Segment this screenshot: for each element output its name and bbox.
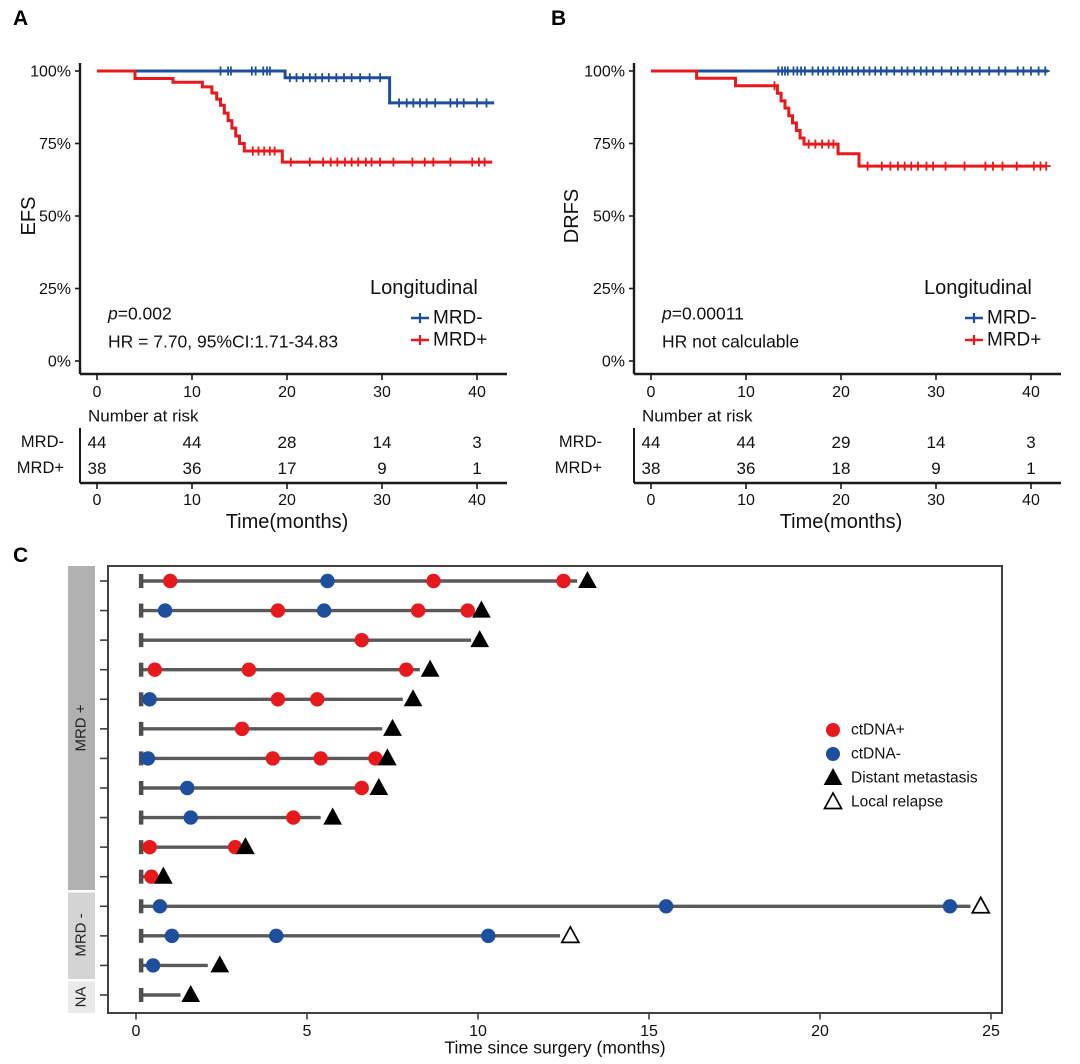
svg-text:0: 0 bbox=[93, 492, 102, 509]
pvalue-prefix-b: p bbox=[662, 303, 672, 324]
risk-row-label-mrd-neg-b: MRD- bbox=[558, 432, 602, 451]
svg-text:50%: 50% bbox=[39, 209, 71, 226]
swimmer-x-axis-label: Time since surgery (months) bbox=[444, 1037, 666, 1058]
time-axis-label-b: Time(months) bbox=[779, 511, 903, 533]
legend-distant-metastasis-label: Distant metastasis bbox=[851, 769, 978, 787]
svg-text:0: 0 bbox=[132, 1023, 141, 1040]
svg-text:0: 0 bbox=[93, 384, 102, 401]
svg-text:36: 36 bbox=[183, 459, 202, 478]
svg-text:38: 38 bbox=[88, 459, 107, 478]
svg-text:44: 44 bbox=[88, 433, 107, 452]
risk-row-label-mrd-pos-b: MRD+ bbox=[554, 458, 602, 477]
svg-text:10: 10 bbox=[183, 384, 201, 401]
pvalue-text-b: p=0.00011 bbox=[662, 305, 744, 323]
legend-entry-mrd-pos-a: MRD+ bbox=[433, 329, 488, 351]
svg-text:20: 20 bbox=[832, 384, 850, 401]
svg-text:9: 9 bbox=[931, 459, 940, 478]
svg-text:38: 38 bbox=[642, 459, 661, 478]
legend-local-relapse-label: Local relapse bbox=[851, 793, 944, 811]
risk-row-label-mrd-pos-a: MRD+ bbox=[16, 458, 64, 477]
svg-text:14: 14 bbox=[927, 433, 946, 452]
svg-text:25%: 25% bbox=[39, 281, 71, 298]
svg-text:3: 3 bbox=[1026, 433, 1035, 452]
svg-text:10: 10 bbox=[737, 492, 755, 509]
svg-text:44: 44 bbox=[183, 433, 202, 452]
legend-entry-mrd-pos-b: MRD+ bbox=[987, 329, 1042, 351]
group-band-label-na: NA bbox=[72, 986, 90, 1008]
svg-text:36: 36 bbox=[737, 459, 756, 478]
svg-text:17: 17 bbox=[278, 459, 297, 478]
panel-b-label: B bbox=[551, 7, 567, 30]
svg-text:0: 0 bbox=[647, 384, 656, 401]
pvalue-value-b: =0.00011 bbox=[671, 303, 744, 324]
svg-text:20: 20 bbox=[832, 492, 850, 509]
time-axis-label-a: Time(months) bbox=[225, 511, 349, 533]
svg-text:44: 44 bbox=[642, 433, 661, 452]
legend-title-b: Longitudinal bbox=[924, 277, 1032, 299]
legend-entry-mrd-neg-a: MRD- bbox=[433, 307, 483, 329]
risk-table-title-a: Number at risk bbox=[88, 406, 199, 426]
panel-c-label: C bbox=[13, 544, 29, 567]
svg-text:30: 30 bbox=[927, 492, 945, 509]
svg-text:10: 10 bbox=[183, 492, 201, 509]
svg-text:40: 40 bbox=[1022, 492, 1040, 509]
svg-text:25%: 25% bbox=[593, 281, 625, 298]
svg-text:20: 20 bbox=[278, 492, 296, 509]
efs-axis-label: EFS bbox=[18, 196, 40, 236]
svg-text:0: 0 bbox=[647, 492, 656, 509]
hr-text-a: HR = 7.70, 95%CI:1.71-34.83 bbox=[108, 331, 339, 352]
risk-table-title-b: Number at risk bbox=[642, 406, 753, 426]
svg-text:20: 20 bbox=[278, 384, 296, 401]
svg-text:30: 30 bbox=[927, 384, 945, 401]
svg-text:20: 20 bbox=[811, 1023, 829, 1040]
svg-text:1: 1 bbox=[472, 459, 481, 478]
svg-text:14: 14 bbox=[373, 433, 392, 452]
svg-text:9: 9 bbox=[377, 459, 386, 478]
group-band-label-mrd-neg: MRD - bbox=[72, 913, 90, 957]
pvalue-value-a: =0.002 bbox=[117, 303, 172, 324]
drfs-axis-label: DRFS bbox=[561, 188, 583, 244]
svg-text:29: 29 bbox=[832, 433, 851, 452]
hr-text-b: HR not calculable bbox=[662, 331, 800, 352]
svg-text:100%: 100% bbox=[30, 64, 71, 81]
legend-ctdna-neg-label: ctDNA- bbox=[851, 745, 901, 763]
svg-text:75%: 75% bbox=[593, 136, 625, 153]
svg-text:40: 40 bbox=[1022, 384, 1040, 401]
svg-text:50%: 50% bbox=[593, 209, 625, 226]
legend-title-a: Longitudinal bbox=[370, 277, 478, 299]
svg-text:1: 1 bbox=[1026, 459, 1035, 478]
risk-row-label-mrd-neg-a: MRD- bbox=[20, 432, 64, 451]
svg-text:5: 5 bbox=[303, 1023, 312, 1040]
svg-text:30: 30 bbox=[373, 384, 391, 401]
panel-a-label: A bbox=[13, 7, 29, 30]
svg-text:18: 18 bbox=[832, 459, 851, 478]
svg-text:10: 10 bbox=[469, 1023, 487, 1040]
svg-text:10: 10 bbox=[737, 384, 755, 401]
pvalue-prefix-a: p bbox=[108, 303, 118, 324]
svg-text:30: 30 bbox=[373, 492, 391, 509]
legend-ctdna-pos-label: ctDNA+ bbox=[851, 721, 905, 739]
svg-text:28: 28 bbox=[278, 433, 297, 452]
legend-entry-mrd-neg-b: MRD- bbox=[987, 307, 1037, 329]
svg-text:40: 40 bbox=[468, 384, 486, 401]
svg-text:0%: 0% bbox=[602, 354, 625, 371]
group-band-label-mrd-pos: MRD + bbox=[72, 704, 90, 752]
svg-text:44: 44 bbox=[737, 433, 756, 452]
pvalue-text-a: p=0.002 bbox=[108, 305, 172, 323]
svg-text:0%: 0% bbox=[48, 354, 71, 371]
svg-text:15: 15 bbox=[640, 1023, 658, 1040]
svg-text:75%: 75% bbox=[39, 136, 71, 153]
svg-text:40: 40 bbox=[468, 492, 486, 509]
svg-text:3: 3 bbox=[472, 433, 481, 452]
svg-text:100%: 100% bbox=[584, 64, 625, 81]
svg-text:25: 25 bbox=[982, 1023, 1000, 1040]
